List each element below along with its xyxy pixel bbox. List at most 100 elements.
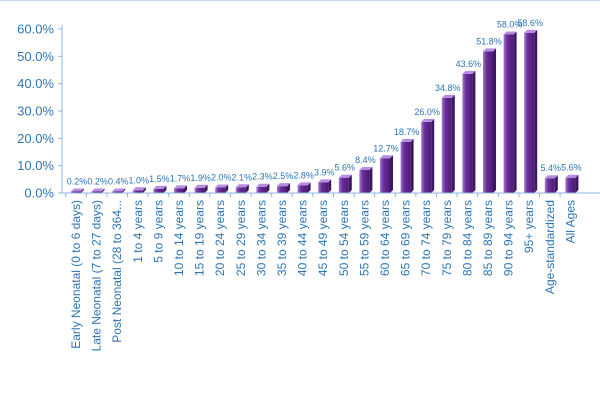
x-tick-label: Late Neonatal (7 to 27 days) xyxy=(90,200,104,351)
data-label: 26.0% xyxy=(414,107,440,117)
x-tick-label: 30 to 34 years xyxy=(254,200,268,276)
bar-front xyxy=(71,191,81,193)
bar-top xyxy=(112,188,126,192)
bar xyxy=(297,182,311,193)
bar xyxy=(174,185,187,193)
bar-top xyxy=(380,155,393,159)
bar xyxy=(132,187,146,193)
bar-side xyxy=(245,184,249,193)
data-label: 58.6% xyxy=(517,18,543,28)
bar-side xyxy=(390,155,393,193)
data-label: 0.4% xyxy=(108,177,129,187)
bar xyxy=(194,184,208,193)
bars xyxy=(71,29,579,194)
bar-side xyxy=(287,183,290,193)
bar-front xyxy=(194,187,205,193)
x-tick-label: 10 to 14 years xyxy=(172,200,186,276)
bar xyxy=(215,184,229,193)
bar-front xyxy=(359,170,370,193)
bar-side xyxy=(122,188,126,193)
bar-side xyxy=(513,31,517,193)
data-label: 0.2% xyxy=(87,177,108,187)
bar-top xyxy=(359,167,373,171)
bar xyxy=(71,188,84,193)
bar xyxy=(380,155,393,193)
bar-front xyxy=(153,188,164,193)
bar-side xyxy=(348,174,352,193)
data-label: 1.7% xyxy=(170,173,191,183)
bar xyxy=(153,185,167,193)
bar-top xyxy=(215,184,229,188)
data-label: 1.5% xyxy=(149,174,170,184)
bar-top xyxy=(297,182,311,186)
data-label: 1.9% xyxy=(190,173,211,183)
bar-side xyxy=(184,185,187,193)
bar-front xyxy=(235,187,246,193)
data-label: 2.8% xyxy=(293,170,314,180)
bar-front xyxy=(256,186,267,193)
x-tick-label: 75 to 79 years xyxy=(440,200,454,276)
data-label: 1.0% xyxy=(129,175,150,185)
bar-front xyxy=(318,182,329,193)
data-labels: 0.2% 0.2% 0.4% 1.0% 1.5% 1.7% 1.9% 2.0% 2.1% 2.3%… xyxy=(67,18,582,187)
bar-top xyxy=(153,185,167,189)
data-label: 51.8% xyxy=(476,36,502,46)
data-label: 2.1% xyxy=(232,172,253,182)
data-label: 2.0% xyxy=(211,173,232,183)
bar-front xyxy=(297,185,308,193)
bar-top xyxy=(400,138,414,142)
bar-front xyxy=(421,121,432,193)
y-tick-label: 20.0% xyxy=(17,131,54,146)
y-tick-label: 50.0% xyxy=(17,49,54,64)
bar xyxy=(421,118,435,193)
bar-top xyxy=(441,94,455,98)
x-tick-label: 60 to 64 years xyxy=(378,200,392,276)
bar xyxy=(112,188,126,193)
data-label: 3.9% xyxy=(314,167,335,177)
bar-side xyxy=(142,187,146,193)
data-label: 2.3% xyxy=(252,172,273,182)
bar xyxy=(524,29,538,194)
bar xyxy=(441,94,455,193)
y-tick-label: 40.0% xyxy=(17,76,54,91)
x-tick-label: 35 to 39 years xyxy=(275,200,289,276)
bar xyxy=(359,167,373,193)
bar-front xyxy=(524,32,535,194)
y-axis-ticks: 0.0% 10.0% 20.0% 30.0% 40.0% 50.0% 60.0% xyxy=(17,22,62,201)
x-tick-label: 85 to 89 years xyxy=(481,200,495,276)
bar-top xyxy=(277,183,290,187)
x-tick-label: 65 to 69 years xyxy=(399,200,413,276)
bar-top xyxy=(421,118,435,122)
bar-top xyxy=(91,188,105,192)
bar-top xyxy=(132,187,146,191)
y-tick-label: 30.0% xyxy=(17,104,54,119)
data-label: 18.7% xyxy=(394,127,420,137)
bar-side xyxy=(225,184,229,193)
bar-front xyxy=(215,187,226,193)
bar xyxy=(400,138,414,193)
bar-side xyxy=(369,167,373,193)
bar-top xyxy=(483,48,496,52)
bar xyxy=(277,183,290,193)
x-tick-label: 70 to 74 years xyxy=(419,200,433,276)
bar-top xyxy=(318,179,332,183)
bar xyxy=(91,188,105,193)
bar-side xyxy=(575,174,579,193)
bar-side xyxy=(472,70,476,193)
bar-top xyxy=(256,183,270,187)
x-tick-label: All Ages xyxy=(563,200,577,243)
bar-top xyxy=(174,185,187,189)
bar-front xyxy=(400,141,411,193)
x-tick-label: Early Neonatal (0 to 6 days) xyxy=(69,200,83,349)
bar xyxy=(462,70,476,193)
bar-top xyxy=(235,184,249,188)
bar-front xyxy=(132,190,143,193)
x-tick-label: 15 to 19 years xyxy=(193,200,207,276)
bar-front xyxy=(277,186,287,193)
bar-top xyxy=(338,174,352,178)
x-tick-label: 40 to 44 years xyxy=(296,200,310,276)
data-label: 5.6% xyxy=(561,163,582,173)
data-label: 43.6% xyxy=(456,59,482,69)
bar-front xyxy=(174,188,184,193)
